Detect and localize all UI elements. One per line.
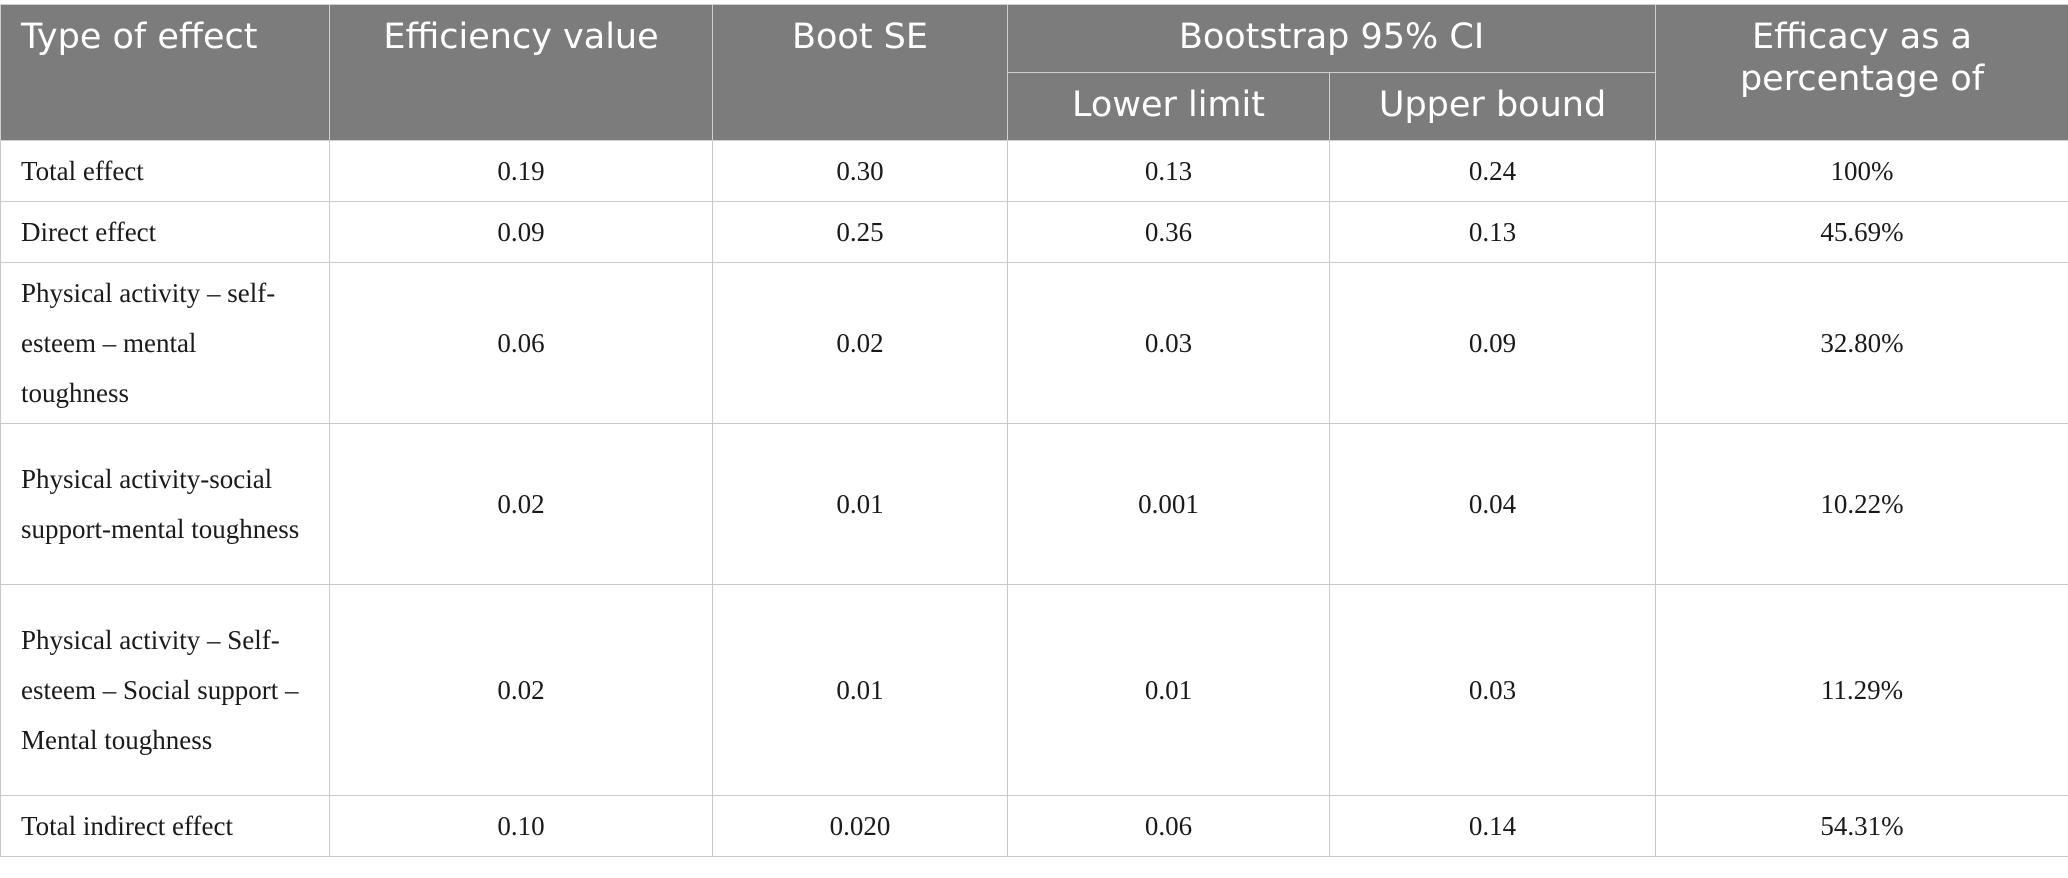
header-row-top: Type of effect Efficiency value Boot SE …	[0, 4, 2068, 141]
cell-boot-se: 0.01	[712, 584, 1008, 796]
cell-lower: 0.36	[1007, 201, 1330, 263]
cell-lower: 0.001	[1007, 423, 1330, 585]
table-row: Physical activity-social support-mental …	[0, 423, 2068, 585]
cell-efficiency: 0.09	[329, 201, 713, 263]
table-row: Direct effect 0.09 0.25 0.36 0.13 45.69%	[0, 201, 2068, 263]
cell-type: Physical activity – self-esteem – mental…	[0, 262, 330, 424]
cell-type: Total effect	[0, 140, 330, 202]
cell-boot-se: 0.30	[712, 140, 1008, 202]
cell-percentage: 100%	[1655, 140, 2068, 202]
table-row: Physical activity – Self-esteem – Social…	[0, 584, 2068, 796]
cell-efficiency: 0.02	[329, 584, 713, 796]
cell-type: Physical activity-social support-mental …	[0, 423, 330, 585]
cell-lower: 0.03	[1007, 262, 1330, 424]
cell-upper: 0.03	[1328, 584, 1657, 796]
cell-upper: 0.14	[1328, 795, 1657, 857]
cell-upper: 0.09	[1328, 262, 1657, 424]
cell-percentage: 54.31%	[1655, 795, 2068, 857]
cell-efficiency: 0.02	[329, 423, 713, 585]
cell-type: Physical activity – Self-esteem – Social…	[0, 584, 330, 796]
mediation-effects-table: Type of effect Efficiency value Boot SE …	[0, 4, 2068, 857]
cell-upper: 0.24	[1328, 140, 1657, 202]
header-boot-se: Boot SE	[712, 4, 1008, 141]
table-row: Physical activity – self-esteem – mental…	[0, 262, 2068, 424]
cell-percentage: 10.22%	[1655, 423, 2068, 585]
cell-lower: 0.01	[1007, 584, 1330, 796]
cell-lower: 0.06	[1007, 795, 1330, 857]
header-row-sub: Lower limit Upper bound	[1, 72, 2068, 141]
cell-efficiency: 0.19	[329, 140, 713, 202]
table-row: Total effect 0.19 0.30 0.13 0.24 100%	[0, 140, 2068, 202]
table-row: Total indirect effect 0.10 0.020 0.06 0.…	[0, 795, 2068, 857]
cell-percentage: 11.29%	[1655, 584, 2068, 796]
header-bootstrap-ci: Bootstrap 95% CI	[1006, 4, 1657, 73]
cell-type: Direct effect	[0, 201, 330, 263]
cell-boot-se: 0.25	[712, 201, 1008, 263]
cell-efficiency: 0.10	[329, 795, 713, 857]
cell-percentage: 45.69%	[1655, 201, 2068, 263]
cell-efficiency: 0.06	[329, 262, 713, 424]
cell-type: Total indirect effect	[0, 795, 330, 857]
header-type-of-effect: Type of effect	[0, 4, 330, 141]
cell-percentage: 32.80%	[1655, 262, 2068, 424]
header-upper-bound: Upper bound	[1328, 72, 1657, 141]
cell-boot-se: 0.020	[712, 795, 1008, 857]
header-efficiency-value: Efficiency value	[329, 4, 713, 141]
cell-upper: 0.13	[1328, 201, 1657, 263]
cell-boot-se: 0.02	[712, 262, 1008, 424]
header-efficacy-percentage: Efficacy as a percentage of	[1655, 4, 2068, 141]
header-lower-limit: Lower limit	[1007, 72, 1330, 141]
cell-boot-se: 0.01	[712, 423, 1008, 585]
cell-upper: 0.04	[1328, 423, 1657, 585]
table-header: Type of effect Efficiency value Boot SE …	[0, 4, 2068, 141]
table-body: Total effect 0.19 0.30 0.13 0.24 100% Di…	[0, 140, 2068, 857]
cell-lower: 0.13	[1007, 140, 1330, 202]
